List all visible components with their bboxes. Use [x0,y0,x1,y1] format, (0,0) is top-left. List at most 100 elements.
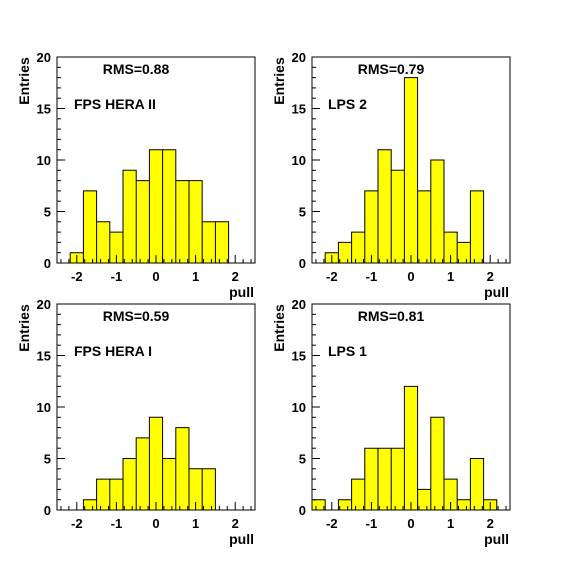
x-tick-label: -1 [366,516,378,531]
histogram-bar [391,170,405,263]
y-tick-label: 15 [292,349,306,364]
x-tick-label: 1 [192,269,199,284]
x-tick-label: -2 [326,516,338,531]
histogram-outline [311,385,498,511]
rms-label: RMS=0.81 [358,308,425,324]
histogram-bar [109,479,123,510]
histogram-bar [123,170,137,263]
histogram-bar [351,232,365,263]
histogram-outline [82,416,216,511]
x-tick-label: 1 [447,269,454,284]
x-tick-label: -1 [366,269,378,284]
histogram-bar [351,479,365,510]
x-tick-label: 0 [152,516,159,531]
bars-group [82,416,216,511]
histogram-bar [430,417,444,510]
y-tick-label: 10 [37,153,51,168]
dataset-label: LPS 2 [328,96,367,112]
y-tick-label: 0 [44,256,51,271]
histogram-bar [149,417,163,510]
x-tick-label: 0 [407,269,414,284]
histogram-bar [430,160,444,263]
histogram-bar [149,149,163,263]
y-tick-label: 10 [292,153,306,168]
x-tick-label: 2 [232,516,239,531]
rms-label: RMS=0.59 [103,308,170,324]
y-tick-label: 20 [37,50,51,65]
x-tick-label: -1 [111,269,123,284]
histogram-bar [162,149,176,263]
bars-group [69,149,230,264]
x-tick-label: 0 [152,269,159,284]
histogram-bar [391,448,405,510]
x-tick-label: -2 [71,269,83,284]
rms-label: RMS=0.79 [358,61,425,77]
y-tick-label: 10 [292,400,306,415]
histogram-bar [404,386,418,510]
histogram-bar [202,221,216,263]
y-axis-title: Entries [16,57,32,105]
histogram-bar [364,190,378,263]
histogram-bar [457,499,471,510]
x-tick-label: 1 [192,516,199,531]
x-tick-label: -2 [326,269,338,284]
histogram-bar [136,180,150,263]
histogram-bar [404,77,418,263]
histogram-bar [175,180,189,263]
dataset-label: FPS HERA I [74,343,152,359]
histogram-bar [188,180,203,263]
histogram-bar [215,221,229,263]
y-tick-label: 5 [44,205,51,220]
histogram-bar [83,190,97,263]
x-tick-label: 2 [487,516,494,531]
y-tick-label: 10 [37,400,51,415]
x-tick-label: 1 [447,516,454,531]
histogram-bar [470,458,484,510]
y-tick-label: 0 [44,503,51,518]
y-axis-title: Entries [271,304,287,352]
y-tick-label: 15 [292,102,306,117]
histogram-bar [417,489,431,510]
histogram-bar [96,479,110,510]
histogram-bar [338,499,352,510]
histogram-bar [162,458,176,510]
histogram-bar [378,448,392,510]
histogram-bar [378,149,392,263]
histogram-bar [202,468,216,510]
y-axis-title: Entries [271,57,287,105]
histogram-bar [443,232,458,263]
histogram-bar [338,242,352,263]
histogram-bar [312,499,326,510]
y-tick-label: 5 [299,452,306,467]
x-axis-title: pull [229,531,254,547]
bars-group [311,385,498,511]
x-axis-title: pull [229,284,254,300]
x-tick-label: 2 [487,269,494,284]
y-tick-label: 5 [44,452,51,467]
histogram-bar [109,232,123,263]
y-tick-label: 20 [292,297,306,312]
histogram-bar [457,242,471,263]
histogram-bar [364,448,378,510]
y-tick-label: 0 [299,503,306,518]
dataset-label: FPS HERA II [74,96,156,112]
dataset-label: LPS 1 [328,343,367,359]
x-tick-label: -2 [71,516,83,531]
histogram-bar [136,437,150,510]
x-tick-label: 2 [232,269,239,284]
histogram-bar [188,468,203,510]
histogram-bar [175,427,189,510]
y-tick-label: 15 [37,102,51,117]
histogram-bar [443,479,458,510]
rms-label: RMS=0.88 [103,61,170,77]
y-tick-label: 20 [292,50,306,65]
x-tick-label: -1 [111,516,123,531]
